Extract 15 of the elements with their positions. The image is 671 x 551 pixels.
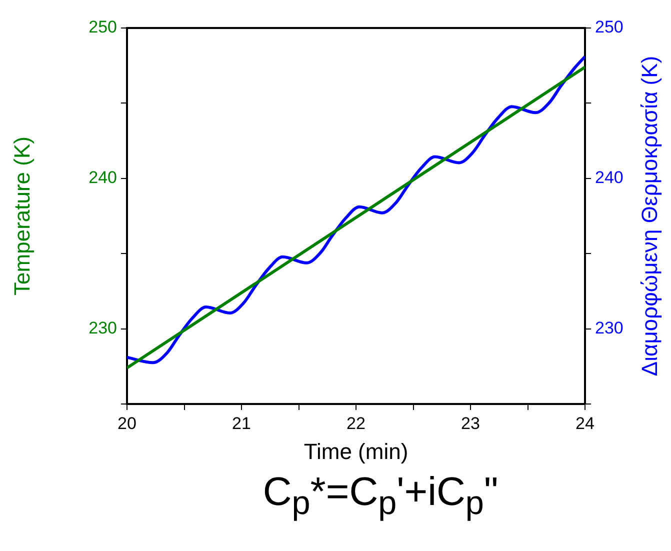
x-tick-label: 21 <box>232 414 251 433</box>
y-axis-title: Temperature (K) <box>9 136 34 296</box>
y2-axis-title: Διαμορφώμενη Θερμοκρασία (K) <box>637 56 662 376</box>
y2-tick-label: 230 <box>595 318 624 338</box>
x-tick-label: 22 <box>346 414 366 433</box>
x-tick-label: 23 <box>461 414 480 433</box>
text: C$_{p}$*=C$_{p}$'+iC$_{p}$" <box>262 469 500 524</box>
y-tick-label: 230 <box>88 318 117 338</box>
y-tick-label: 240 <box>88 168 117 188</box>
x-tick-label: 24 <box>576 414 594 433</box>
y-tick-label: 250 <box>88 18 117 37</box>
y2-tick-label: 240 <box>595 168 624 188</box>
x-axis-title: Time (min) <box>304 438 408 464</box>
y2-tick-label: 250 <box>595 18 624 37</box>
x-tick-label: 20 <box>118 414 136 433</box>
